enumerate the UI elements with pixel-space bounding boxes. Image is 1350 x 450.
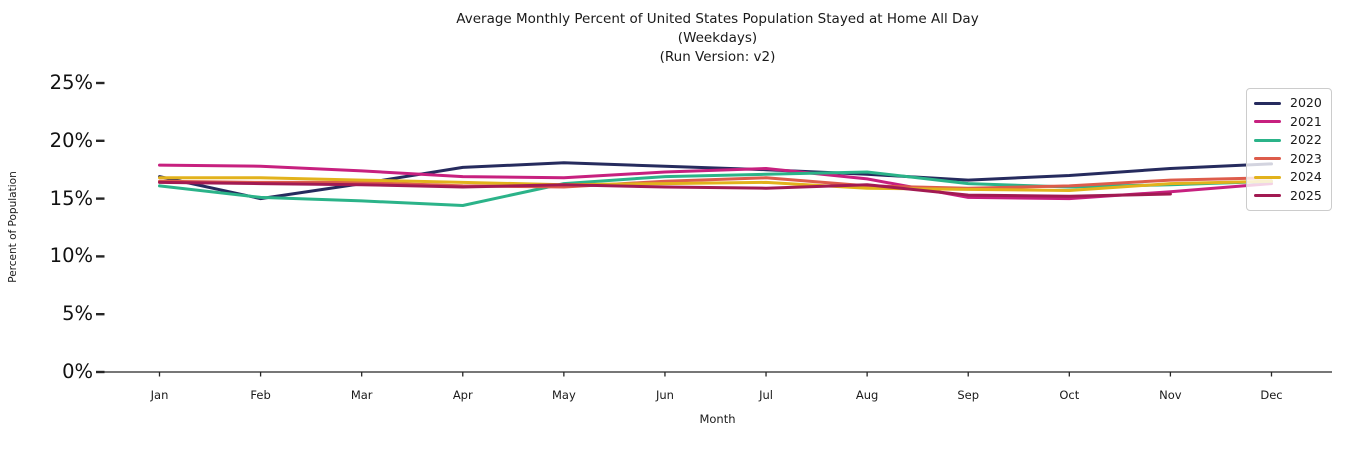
y-tick-label: 10% [49, 244, 93, 268]
x-tick-label-nov: Nov [1159, 388, 1182, 402]
x-tick-label-feb: Feb [250, 388, 271, 402]
x-tick-label-jun: Jun [655, 388, 674, 402]
legend-entry-2021: 2021 [1254, 113, 1325, 132]
y-axis-label: Percent of Population [7, 171, 19, 283]
x-tick-label-mar: Mar [350, 388, 373, 402]
legend-swatch-2023 [1254, 157, 1281, 161]
legend-label-2025: 2025 [1290, 187, 1322, 203]
legend-swatch-2025 [1254, 194, 1281, 198]
legend-label-2024: 2024 [1290, 169, 1322, 184]
x-tick-label-dec: Dec [1260, 388, 1283, 402]
legend-swatch-2024 [1254, 175, 1281, 179]
series-line-2021 [158, 163, 1273, 201]
x-tick-label-may: May [551, 388, 576, 402]
x-tick-label-aug: Aug [855, 388, 879, 402]
legend-entry-2020: 2020 [1254, 94, 1325, 113]
y-tick-label: 15% [49, 186, 93, 210]
series-line-2023 [158, 176, 1273, 190]
y-tick-label: 20% [49, 128, 93, 152]
series-line-2020 [158, 161, 1273, 201]
x-tick-label-jan: Jan [150, 388, 169, 402]
y-tick-label: 25% [49, 71, 93, 94]
chart-title-line2: (Weekdays) [677, 30, 758, 46]
legend-label-2020: 2020 [1290, 95, 1322, 110]
legend-label-2021: 2021 [1290, 113, 1322, 129]
legend-label-2023: 2023 [1290, 150, 1322, 166]
series-line-2024 [158, 176, 1273, 192]
legend-label-2022: 2022 [1290, 132, 1322, 147]
chart-title: Average Monthly Percent of United States… [103, 10, 1332, 67]
legend: 2020 2021 2022 2023 2024 2025 [1246, 88, 1332, 211]
series-line-2025 [158, 180, 1172, 198]
legend-swatch-2021 [1254, 120, 1281, 124]
y-tick-label: 5% [62, 302, 93, 326]
legend-entry-2025: 2025 [1254, 187, 1325, 206]
legend-swatch-2020 [1254, 101, 1281, 105]
y-tick-label: 0% [62, 360, 93, 383]
chart-title-line1: Average Monthly Percent of United States… [456, 11, 979, 27]
x-tick-label-sep: Sep [957, 388, 980, 402]
legend-swatch-2022 [1254, 138, 1281, 142]
x-tick-label-jul: Jul [759, 388, 773, 402]
legend-entry-2023: 2023 [1254, 150, 1325, 169]
series-line-2022 [158, 170, 1273, 207]
chart-title-line3: (Run Version: v2) [659, 49, 776, 65]
x-axis-label: Month [699, 412, 736, 426]
legend-entry-2022: 2022 [1254, 131, 1325, 150]
x-tick-label-oct: Oct [1059, 388, 1080, 402]
x-tick-label-apr: Apr [452, 388, 473, 402]
legend-entry-2024: 2024 [1254, 168, 1325, 187]
